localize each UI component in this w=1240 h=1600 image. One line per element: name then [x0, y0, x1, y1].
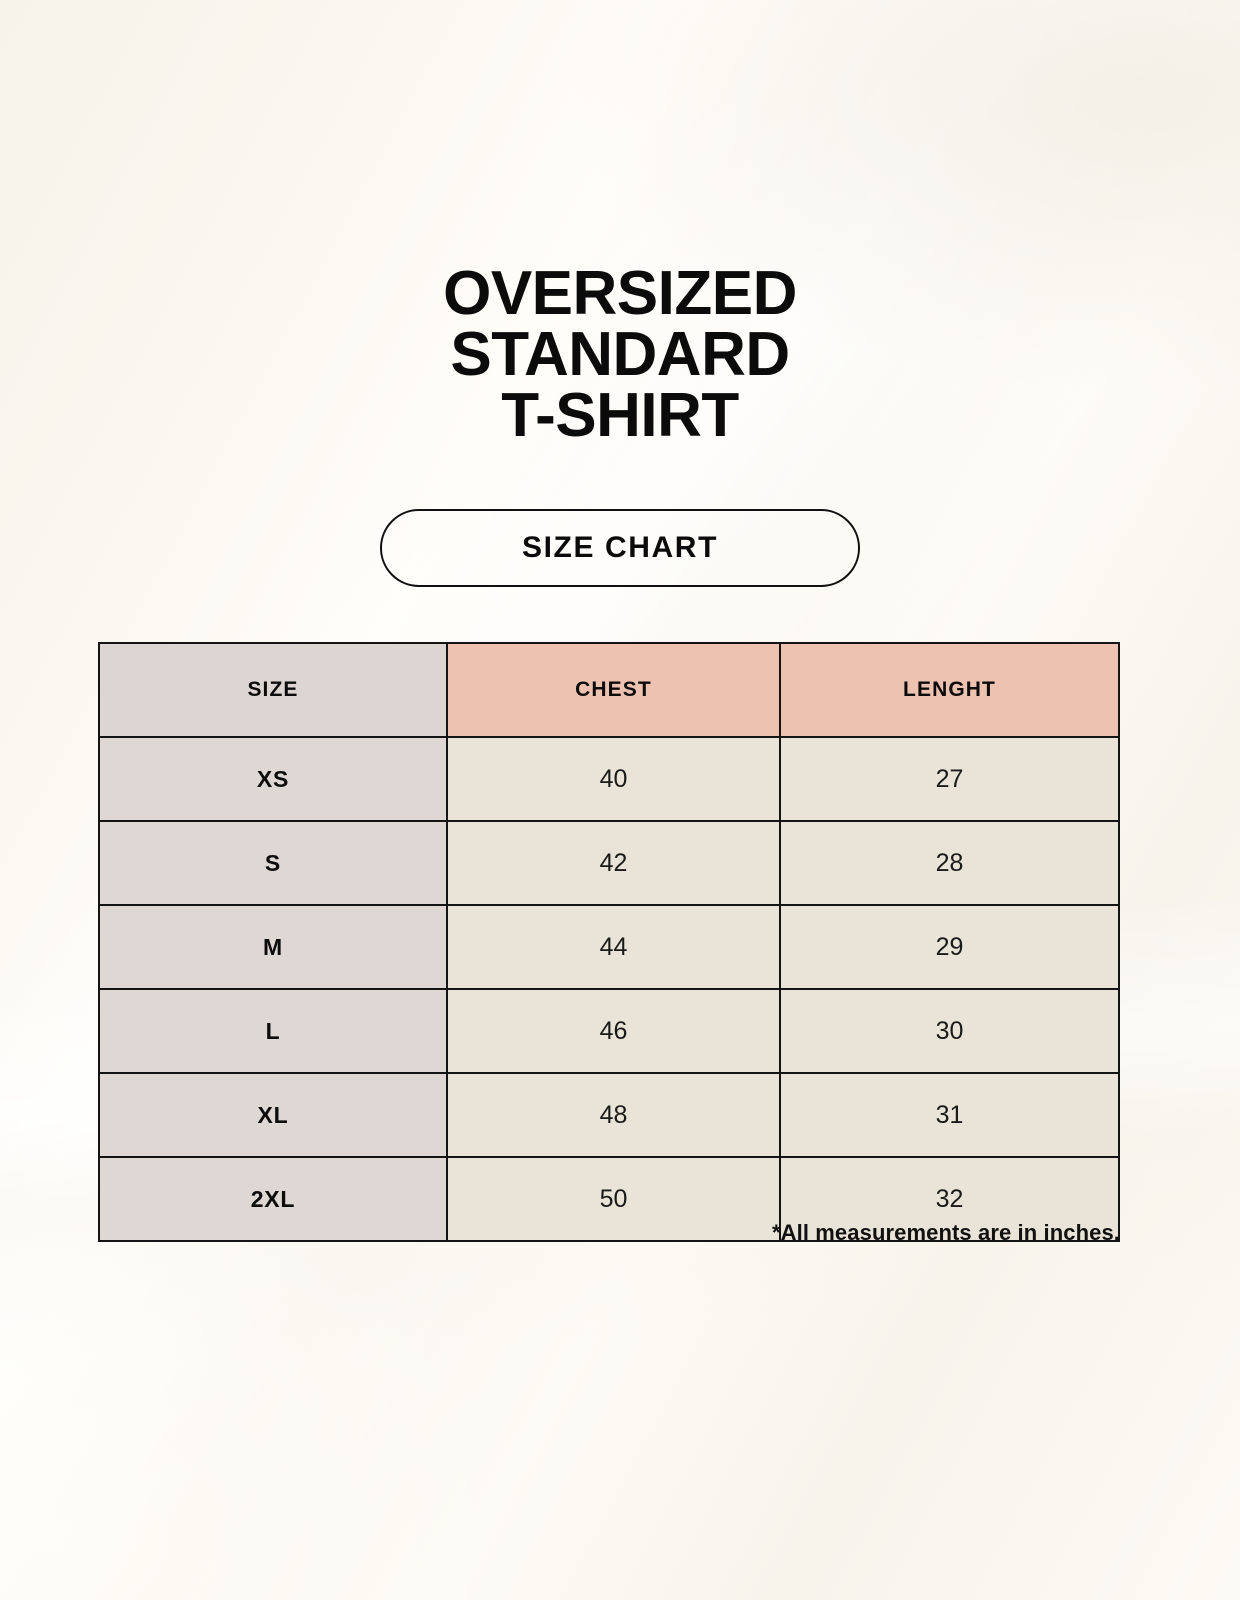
title-line-3: T-SHIRT	[501, 381, 739, 450]
table-row: L 46 30	[98, 988, 1120, 1074]
measurement-unit-note: *All measurements are in inches.	[771, 1220, 1120, 1245]
cell-length: 32	[779, 1156, 1120, 1242]
cell-chest: 46	[446, 988, 781, 1074]
cell-length: 30	[779, 988, 1120, 1074]
table-row: 2XL 50 32	[98, 1156, 1120, 1242]
size-chart-badge-label: SIZE CHART	[522, 531, 718, 564]
cell-size: S	[98, 820, 448, 906]
column-header-length: LENGHT	[779, 642, 1120, 738]
cell-chest: 48	[446, 1072, 781, 1158]
table-row: S 42 28	[98, 820, 1120, 906]
table-row: XL 48 31	[98, 1072, 1120, 1158]
cell-size: XL	[98, 1072, 448, 1158]
cell-size: M	[98, 904, 448, 990]
size-chart-badge: SIZE CHART	[380, 509, 860, 587]
table-row: XS 40 27	[98, 736, 1120, 822]
cell-length: 29	[779, 904, 1120, 990]
table-row: M 44 29	[98, 904, 1120, 990]
cell-size: XS	[98, 736, 448, 822]
cell-length: 31	[779, 1072, 1120, 1158]
table-header-row: SIZE CHEST LENGHT	[98, 642, 1120, 738]
cell-size: L	[98, 988, 448, 1074]
size-table-body: XS 40 27 S 42 28 M 44 29 L 46 30	[98, 736, 1120, 1242]
cell-length: 28	[779, 820, 1120, 906]
cell-size: 2XL	[98, 1156, 448, 1242]
cell-chest: 44	[446, 904, 781, 990]
column-header-chest: CHEST	[446, 642, 781, 738]
cell-chest: 42	[446, 820, 781, 906]
size-chart-badge-wrap: SIZE CHART	[0, 509, 1240, 587]
page-title: OVERSIZED STANDARD T-SHIRT	[0, 259, 1240, 450]
size-table-head: SIZE CHEST LENGHT	[98, 642, 1120, 738]
cell-chest: 40	[446, 736, 781, 822]
title-line-1: OVERSIZED	[443, 259, 797, 328]
size-table: SIZE CHEST LENGHT XS 40 27 S 42 28 M	[98, 642, 1120, 1242]
cell-chest: 50	[446, 1156, 781, 1242]
size-table-wrap: SIZE CHEST LENGHT XS 40 27 S 42 28 M	[98, 642, 1120, 1242]
cell-length: 27	[779, 736, 1120, 822]
title-line-2: STANDARD	[450, 320, 790, 389]
column-header-size: SIZE	[98, 642, 448, 738]
